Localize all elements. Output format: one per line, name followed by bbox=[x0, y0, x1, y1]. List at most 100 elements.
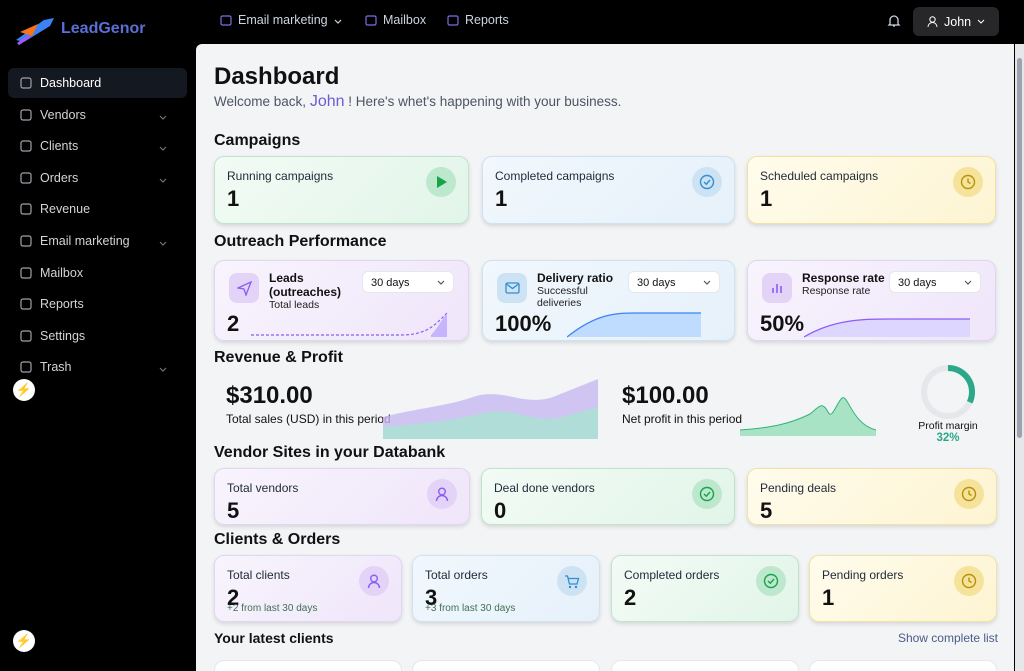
nav-label: Settings bbox=[40, 328, 86, 343]
section-heading: Revenue & Profit bbox=[214, 349, 343, 366]
sales-chart bbox=[383, 377, 599, 444]
card-sub: Successful deliveries bbox=[537, 285, 588, 309]
period-select[interactable]: 30 days bbox=[362, 271, 454, 293]
nav-label: Reports bbox=[40, 297, 84, 312]
top-nav-item[interactable]: Reports bbox=[447, 13, 509, 27]
card-value: 1 bbox=[760, 186, 773, 211]
card-icon bbox=[427, 479, 457, 509]
bolt-button[interactable]: ⚡ bbox=[13, 630, 35, 652]
card-value: 5 bbox=[760, 498, 773, 523]
card-icon bbox=[954, 566, 984, 596]
margin-value: 32% bbox=[936, 432, 960, 444]
card-value: 1 bbox=[495, 186, 508, 211]
card-icon bbox=[497, 273, 527, 303]
sparkline bbox=[251, 289, 451, 344]
card-icon bbox=[229, 273, 259, 303]
card-value: 100% bbox=[495, 311, 552, 336]
stat-card: Response rate Response rate 30 days 50% bbox=[747, 260, 996, 341]
nav-item[interactable]: Orders bbox=[8, 163, 187, 193]
nav-label: Email marketing bbox=[40, 234, 130, 248]
scroll-thumb[interactable] bbox=[1017, 58, 1022, 438]
period-select[interactable]: 30 days bbox=[889, 271, 981, 293]
stat-card: Delivery ratio Successful deliveries 30 da… bbox=[482, 260, 735, 341]
chevron bbox=[334, 13, 342, 27]
card-icon bbox=[426, 167, 456, 197]
card-value: 2 bbox=[227, 311, 240, 336]
chevron bbox=[159, 140, 175, 154]
nav-item[interactable]: Dashboard bbox=[8, 68, 187, 98]
stat-card: Total orders 3 +3 from last 30 days bbox=[412, 555, 600, 622]
card-value: 2 bbox=[227, 585, 240, 610]
stat-card: Pending deals 5 bbox=[747, 468, 997, 525]
section-heading: Your latest clients bbox=[214, 630, 334, 646]
card-sub: Response rate bbox=[802, 285, 871, 297]
bolt-button[interactable]: ⚡ bbox=[13, 379, 35, 401]
profit-chart bbox=[739, 394, 877, 441]
main-content: Dashboard Welcome back, John ! Here's wh… bbox=[196, 44, 1014, 671]
nav-item[interactable]: Trash bbox=[8, 352, 187, 382]
section-heading: Outreach Performance bbox=[214, 233, 387, 250]
margin-label: Profit margin bbox=[918, 420, 978, 432]
scrollbar[interactable] bbox=[1015, 44, 1024, 671]
card-icon bbox=[692, 479, 722, 509]
chevron bbox=[159, 172, 175, 186]
card-label: Running campaigns bbox=[227, 169, 334, 183]
card-label: Leads (outreaches) bbox=[269, 271, 342, 299]
sparkline bbox=[803, 289, 1004, 344]
chevron bbox=[159, 361, 175, 375]
card-sub: Total leads bbox=[269, 299, 320, 311]
card-label: Total orders bbox=[425, 568, 488, 582]
card-label: Completed campaigns bbox=[495, 169, 615, 183]
nav-label: Dashboard bbox=[40, 76, 102, 90]
card-label: Pending deals bbox=[760, 481, 837, 495]
period-label: 30 days bbox=[371, 277, 410, 289]
user-menu[interactable]: John bbox=[913, 7, 999, 36]
top-nav-label: Email marketing bbox=[238, 13, 328, 27]
welcome-prefix: Welcome back, bbox=[214, 94, 307, 109]
client-card bbox=[611, 660, 799, 671]
nav-item[interactable]: Clients bbox=[8, 131, 187, 161]
top-bar: John Email marketing Mailbox Reports bbox=[195, 0, 1024, 44]
stat-card: Pending orders 1 bbox=[809, 555, 997, 622]
nav-item[interactable]: Settings bbox=[8, 321, 187, 351]
card-value: 50% bbox=[760, 311, 805, 336]
bell-icon[interactable] bbox=[887, 14, 901, 28]
show-complete-list[interactable]: Show complete list bbox=[897, 631, 998, 645]
nav-item[interactable]: Mailbox bbox=[8, 258, 187, 288]
stat-card: Scheduled campaigns 1 bbox=[747, 156, 996, 224]
nav-label: Clients bbox=[40, 139, 79, 154]
card-label: Completed orders bbox=[624, 568, 720, 582]
sparkline bbox=[566, 289, 767, 344]
card-value: 2 bbox=[624, 585, 637, 610]
client-card bbox=[214, 660, 402, 671]
section-heading: Vendor Sites in your Databank bbox=[214, 444, 446, 461]
nav-item[interactable]: Email marketing bbox=[8, 226, 187, 256]
margin-arc bbox=[921, 365, 975, 419]
period-select[interactable]: 30 days bbox=[628, 271, 720, 293]
nav-label: Vendors bbox=[40, 107, 86, 122]
section-heading: Clients & Orders bbox=[214, 531, 341, 548]
nav-item[interactable]: Vendors bbox=[8, 100, 187, 130]
page-title: Dashboard bbox=[214, 63, 340, 90]
welcome-user: John bbox=[309, 93, 345, 110]
top-nav-item[interactable]: Email marketing bbox=[220, 13, 342, 27]
nav-item[interactable]: Revenue bbox=[8, 194, 187, 224]
card-value: 1 bbox=[227, 186, 240, 211]
welcome: Welcome back, John ! Here's whet's happe… bbox=[214, 93, 621, 111]
period-label: 30 days bbox=[637, 277, 676, 289]
card-label: Total clients bbox=[227, 568, 290, 582]
card-value: 0 bbox=[494, 498, 507, 523]
card-value: 5 bbox=[227, 498, 240, 523]
logo-icon bbox=[16, 18, 54, 46]
nav-item[interactable]: Reports bbox=[8, 289, 187, 319]
section-heading: Campaigns bbox=[214, 132, 301, 149]
top-nav-item[interactable]: Mailbox bbox=[365, 13, 426, 27]
top-nav-label: Reports bbox=[465, 13, 509, 27]
client-card bbox=[412, 660, 600, 671]
net-profit-label: Net profit in this period bbox=[622, 412, 743, 426]
welcome-suffix: ! Here's whet's happening with your busi… bbox=[348, 94, 622, 109]
card-value: 1 bbox=[822, 585, 835, 610]
nav-label: Revenue bbox=[40, 202, 91, 217]
card-label: Total vendors bbox=[227, 481, 299, 495]
